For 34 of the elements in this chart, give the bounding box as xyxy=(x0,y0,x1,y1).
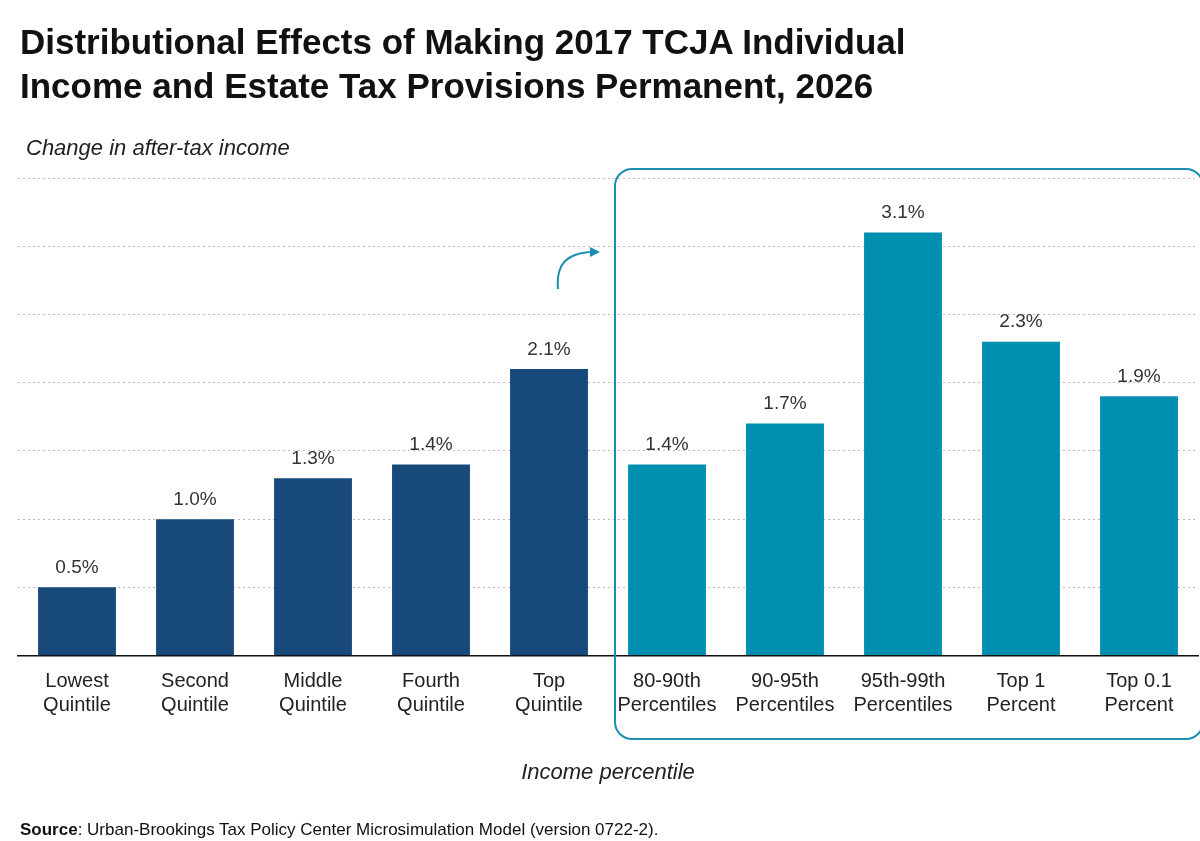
data-label: 0.5% xyxy=(55,556,99,578)
x-tick-label: 80-90th Percentiles xyxy=(617,669,717,716)
x-tick-label: Lowest Quintile xyxy=(43,669,111,716)
x-tick-label: 90-95th Percentiles xyxy=(735,669,835,716)
x-axis-title: Income percentile xyxy=(521,758,695,784)
bar xyxy=(156,519,234,656)
x-tick-label: Top 1 Percent xyxy=(986,669,1056,716)
bar xyxy=(864,232,942,656)
bar xyxy=(982,341,1060,656)
x-tick-label: Second Quintile xyxy=(161,669,229,716)
x-tick-label: 95th-99th Percentiles xyxy=(853,669,953,716)
x-tick-label: Middle Quintile xyxy=(279,669,347,716)
bar xyxy=(510,369,588,656)
bar xyxy=(1100,396,1178,656)
data-label: 2.3% xyxy=(999,310,1043,332)
data-label: 3.1% xyxy=(881,201,925,223)
data-label: 1.7% xyxy=(763,392,807,414)
chart-title: Distributional Effects of Making 2017 TCJA Individual Income and Estate Tax Provisions Permanent, 2026 xyxy=(20,21,907,107)
data-label: 1.0% xyxy=(173,487,217,509)
x-tick-label: Top Quintile xyxy=(515,669,583,716)
data-label: 1.9% xyxy=(1117,365,1161,387)
bar xyxy=(38,587,116,656)
bar xyxy=(746,423,824,656)
x-tick-label: Top 0.1 Percent xyxy=(1104,669,1174,716)
bar xyxy=(628,464,706,656)
bar xyxy=(392,464,470,656)
data-label: 1.4% xyxy=(409,433,453,455)
bar xyxy=(274,478,352,656)
x-tick-label: Fourth Quintile xyxy=(397,669,465,716)
data-label: 2.1% xyxy=(527,337,571,359)
data-label: 1.3% xyxy=(291,446,335,468)
source-note: Source: Urban-Brookings Tax Policy Center Microsimulation Model (version 0722-2). xyxy=(20,820,659,840)
y-axis-title: Change in after-tax income xyxy=(26,135,290,161)
data-label: 1.4% xyxy=(645,433,689,455)
